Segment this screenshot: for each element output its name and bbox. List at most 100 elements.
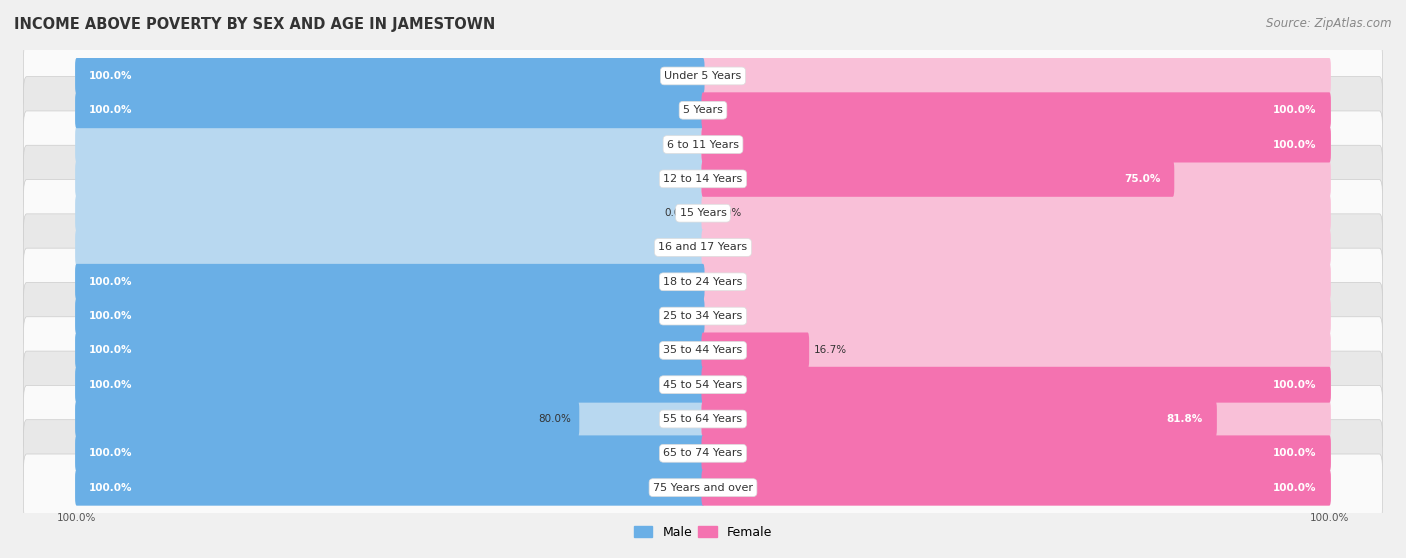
- FancyBboxPatch shape: [75, 264, 704, 300]
- Text: 18 to 24 Years: 18 to 24 Years: [664, 277, 742, 287]
- Text: 45 to 54 Years: 45 to 54 Years: [664, 379, 742, 389]
- FancyBboxPatch shape: [24, 111, 1382, 178]
- Text: 75 Years and over: 75 Years and over: [652, 483, 754, 493]
- Text: 0.0%: 0.0%: [664, 208, 690, 218]
- FancyBboxPatch shape: [75, 470, 704, 506]
- FancyBboxPatch shape: [24, 454, 1382, 521]
- FancyBboxPatch shape: [75, 470, 704, 506]
- FancyBboxPatch shape: [75, 435, 704, 472]
- FancyBboxPatch shape: [702, 367, 1331, 403]
- Text: 12 to 14 Years: 12 to 14 Years: [664, 174, 742, 184]
- FancyBboxPatch shape: [702, 229, 1331, 266]
- FancyBboxPatch shape: [702, 161, 1331, 197]
- FancyBboxPatch shape: [75, 195, 704, 231]
- Text: 75.0%: 75.0%: [1123, 174, 1160, 184]
- Text: 0.0%: 0.0%: [716, 277, 742, 287]
- FancyBboxPatch shape: [75, 298, 704, 334]
- FancyBboxPatch shape: [24, 317, 1382, 384]
- FancyBboxPatch shape: [702, 58, 1331, 94]
- Legend: Male, Female: Male, Female: [628, 521, 778, 544]
- FancyBboxPatch shape: [75, 435, 704, 472]
- FancyBboxPatch shape: [75, 92, 704, 128]
- Text: 0.0%: 0.0%: [664, 243, 690, 252]
- Text: 0.0%: 0.0%: [716, 208, 742, 218]
- Text: Under 5 Years: Under 5 Years: [665, 71, 741, 81]
- FancyBboxPatch shape: [702, 333, 808, 368]
- Text: 100.0%: 100.0%: [1274, 105, 1317, 116]
- FancyBboxPatch shape: [702, 264, 1331, 300]
- FancyBboxPatch shape: [702, 435, 1331, 472]
- FancyBboxPatch shape: [75, 367, 704, 403]
- Text: 0.0%: 0.0%: [716, 311, 742, 321]
- Text: 100.0%: 100.0%: [89, 311, 132, 321]
- FancyBboxPatch shape: [702, 298, 1331, 334]
- Text: 16 and 17 Years: 16 and 17 Years: [658, 243, 748, 252]
- Text: 0.0%: 0.0%: [716, 71, 742, 81]
- FancyBboxPatch shape: [702, 401, 1216, 437]
- FancyBboxPatch shape: [75, 298, 704, 334]
- FancyBboxPatch shape: [75, 58, 704, 94]
- FancyBboxPatch shape: [75, 367, 704, 403]
- Text: 5 Years: 5 Years: [683, 105, 723, 116]
- FancyBboxPatch shape: [702, 92, 1331, 128]
- FancyBboxPatch shape: [702, 127, 1331, 162]
- Text: 100.0%: 100.0%: [1309, 513, 1348, 523]
- Text: 25 to 34 Years: 25 to 34 Years: [664, 311, 742, 321]
- FancyBboxPatch shape: [75, 127, 704, 162]
- FancyBboxPatch shape: [24, 42, 1382, 109]
- FancyBboxPatch shape: [702, 92, 1331, 128]
- Text: 6 to 11 Years: 6 to 11 Years: [666, 140, 740, 150]
- FancyBboxPatch shape: [75, 333, 704, 368]
- Text: INCOME ABOVE POVERTY BY SEX AND AGE IN JAMESTOWN: INCOME ABOVE POVERTY BY SEX AND AGE IN J…: [14, 17, 495, 32]
- Text: 80.0%: 80.0%: [538, 414, 571, 424]
- Text: 55 to 64 Years: 55 to 64 Years: [664, 414, 742, 424]
- Text: 100.0%: 100.0%: [58, 513, 97, 523]
- Text: 100.0%: 100.0%: [89, 345, 132, 355]
- FancyBboxPatch shape: [75, 333, 704, 368]
- Text: 0.0%: 0.0%: [664, 174, 690, 184]
- FancyBboxPatch shape: [702, 127, 1331, 162]
- FancyBboxPatch shape: [75, 92, 704, 128]
- FancyBboxPatch shape: [702, 401, 1331, 437]
- Text: 100.0%: 100.0%: [89, 379, 132, 389]
- FancyBboxPatch shape: [702, 470, 1331, 506]
- Text: 100.0%: 100.0%: [1274, 448, 1317, 458]
- Text: 100.0%: 100.0%: [89, 105, 132, 116]
- FancyBboxPatch shape: [702, 161, 1174, 197]
- FancyBboxPatch shape: [75, 58, 704, 94]
- Text: 100.0%: 100.0%: [89, 448, 132, 458]
- FancyBboxPatch shape: [702, 195, 1331, 231]
- Text: 100.0%: 100.0%: [1274, 483, 1317, 493]
- FancyBboxPatch shape: [75, 264, 704, 300]
- FancyBboxPatch shape: [24, 351, 1382, 418]
- Text: 100.0%: 100.0%: [1274, 379, 1317, 389]
- FancyBboxPatch shape: [702, 435, 1331, 472]
- FancyBboxPatch shape: [75, 401, 579, 437]
- FancyBboxPatch shape: [24, 248, 1382, 315]
- FancyBboxPatch shape: [702, 333, 1331, 368]
- FancyBboxPatch shape: [702, 367, 1331, 403]
- FancyBboxPatch shape: [702, 470, 1331, 506]
- FancyBboxPatch shape: [24, 180, 1382, 247]
- FancyBboxPatch shape: [75, 229, 704, 266]
- FancyBboxPatch shape: [75, 161, 704, 197]
- Text: Source: ZipAtlas.com: Source: ZipAtlas.com: [1267, 17, 1392, 30]
- FancyBboxPatch shape: [75, 401, 704, 437]
- FancyBboxPatch shape: [24, 214, 1382, 281]
- FancyBboxPatch shape: [24, 386, 1382, 453]
- Text: 16.7%: 16.7%: [814, 345, 846, 355]
- FancyBboxPatch shape: [24, 282, 1382, 350]
- Text: 65 to 74 Years: 65 to 74 Years: [664, 448, 742, 458]
- FancyBboxPatch shape: [24, 420, 1382, 487]
- Text: 100.0%: 100.0%: [89, 277, 132, 287]
- Text: 100.0%: 100.0%: [89, 71, 132, 81]
- FancyBboxPatch shape: [24, 76, 1382, 144]
- Text: 0.0%: 0.0%: [664, 140, 690, 150]
- Text: 100.0%: 100.0%: [1274, 140, 1317, 150]
- Text: 100.0%: 100.0%: [89, 483, 132, 493]
- Text: 81.8%: 81.8%: [1167, 414, 1202, 424]
- Text: 35 to 44 Years: 35 to 44 Years: [664, 345, 742, 355]
- Text: 15 Years: 15 Years: [679, 208, 727, 218]
- Text: 0.0%: 0.0%: [716, 243, 742, 252]
- FancyBboxPatch shape: [24, 145, 1382, 213]
